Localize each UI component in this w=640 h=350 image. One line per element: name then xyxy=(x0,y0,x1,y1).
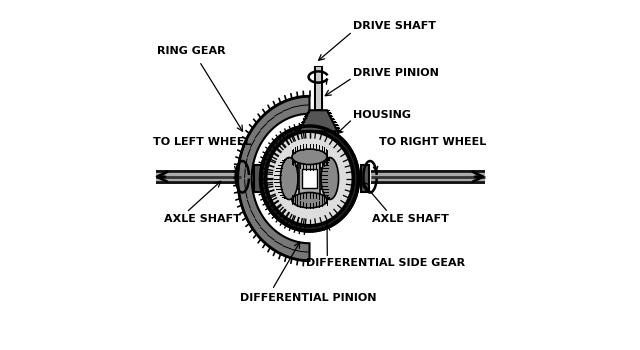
Text: TO RIGHT WHEEL: TO RIGHT WHEEL xyxy=(379,137,486,147)
Bar xyxy=(315,66,322,108)
Bar xyxy=(299,156,320,201)
Ellipse shape xyxy=(292,193,327,208)
Ellipse shape xyxy=(260,126,358,231)
Text: DIFFERENTIAL SIDE GEAR: DIFFERENTIAL SIDE GEAR xyxy=(306,258,465,268)
Text: RING GEAR: RING GEAR xyxy=(157,46,226,56)
Bar xyxy=(254,165,262,192)
Text: AXLE SHAFT: AXLE SHAFT xyxy=(372,214,449,224)
Bar xyxy=(316,66,321,108)
Text: DRIVE SHAFT: DRIVE SHAFT xyxy=(353,21,436,31)
Bar xyxy=(287,168,332,189)
Bar xyxy=(302,169,317,188)
Polygon shape xyxy=(238,96,310,261)
Text: AXLE SHAFT: AXLE SHAFT xyxy=(164,214,241,224)
Ellipse shape xyxy=(265,131,354,226)
Ellipse shape xyxy=(280,158,298,199)
Text: TO LEFT WHEEL: TO LEFT WHEEL xyxy=(153,137,251,147)
Bar xyxy=(361,165,369,192)
Text: DIFFERENTIAL PINION: DIFFERENTIAL PINION xyxy=(239,293,376,303)
Text: HOUSING: HOUSING xyxy=(353,111,412,120)
Ellipse shape xyxy=(266,132,353,225)
Ellipse shape xyxy=(321,158,339,199)
Polygon shape xyxy=(299,110,337,131)
Ellipse shape xyxy=(292,149,327,164)
Text: DRIVE PINION: DRIVE PINION xyxy=(353,69,439,78)
